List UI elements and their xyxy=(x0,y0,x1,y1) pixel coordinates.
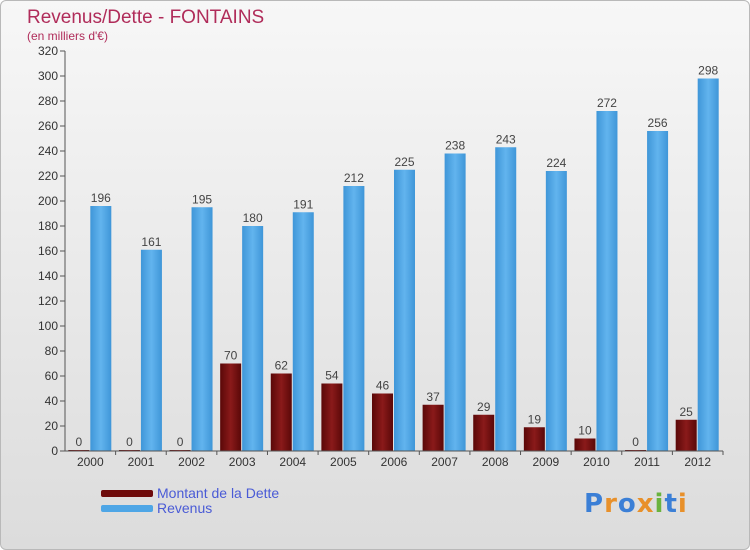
bar-revenus xyxy=(495,147,517,451)
x-tick-label: 2007 xyxy=(431,455,458,469)
y-tick-label: 60 xyxy=(45,369,59,383)
bar-dette xyxy=(473,414,495,451)
data-label-revenus: 180 xyxy=(243,211,263,225)
data-label-revenus: 212 xyxy=(344,171,364,185)
x-tick-label: 2001 xyxy=(128,455,155,469)
bar-revenus xyxy=(242,226,264,451)
data-label-dette: 0 xyxy=(177,435,184,449)
data-label-revenus: 191 xyxy=(293,197,313,211)
bar-revenus xyxy=(191,207,213,451)
x-tick-label: 2010 xyxy=(583,455,610,469)
data-label-revenus: 298 xyxy=(698,64,718,78)
x-tick-label: 2000 xyxy=(77,455,104,469)
data-label-dette: 37 xyxy=(426,390,440,404)
y-tick-label: 180 xyxy=(38,219,58,233)
y-tick-label: 140 xyxy=(38,269,58,283)
x-tick-label: 2012 xyxy=(684,455,711,469)
data-label-dette: 54 xyxy=(325,369,339,383)
bar-dette xyxy=(422,404,444,451)
chart-title: Revenus/Dette - FONTAINS xyxy=(27,7,265,28)
x-tick-label: 2005 xyxy=(330,455,357,469)
bar-dette xyxy=(321,383,343,451)
legend-label-revenus: Revenus xyxy=(157,500,213,516)
bar-revenus xyxy=(343,186,365,451)
data-label-revenus: 238 xyxy=(445,139,465,153)
bar-revenus xyxy=(90,206,112,451)
proxiti-logo: Proxiti xyxy=(584,489,688,519)
data-label-revenus: 256 xyxy=(648,116,668,130)
legend-label-dette: Montant de la Dette xyxy=(157,485,280,501)
y-tick-label: 240 xyxy=(38,144,58,158)
y-tick-label: 40 xyxy=(45,394,59,408)
bar-revenus xyxy=(697,78,719,451)
x-tick-label: 2009 xyxy=(532,455,559,469)
bar-revenus xyxy=(394,169,415,451)
bar-revenus xyxy=(444,153,466,451)
y-tick-label: 200 xyxy=(38,194,58,208)
data-label-dette: 0 xyxy=(632,435,639,449)
data-label-dette: 70 xyxy=(224,349,238,363)
x-tick-label: 2002 xyxy=(178,455,205,469)
y-tick-label: 260 xyxy=(38,119,58,133)
x-tick-label: 2006 xyxy=(381,455,408,469)
bar-revenus xyxy=(647,131,669,451)
y-tick-label: 160 xyxy=(38,244,58,258)
y-tick-label: 220 xyxy=(38,169,58,183)
bar-dette xyxy=(574,438,596,451)
chart-subtitle: (en milliers d'€) xyxy=(27,29,108,43)
bar-revenus xyxy=(545,171,567,451)
y-tick-label: 0 xyxy=(51,444,58,458)
data-label-dette: 62 xyxy=(275,359,289,373)
bar-dette xyxy=(675,419,697,451)
data-label-dette: 25 xyxy=(680,405,694,419)
y-tick-label: 120 xyxy=(38,294,58,308)
data-label-dette: 10 xyxy=(578,424,592,438)
bar-revenus xyxy=(292,212,314,451)
y-tick-label: 280 xyxy=(38,94,58,108)
data-label-revenus: 272 xyxy=(597,96,617,110)
legend-swatch-dette xyxy=(101,490,153,497)
bar-revenus xyxy=(596,111,618,451)
data-label-revenus: 243 xyxy=(496,132,516,146)
data-label-revenus: 196 xyxy=(91,191,111,205)
x-tick-label: 2011 xyxy=(634,455,660,469)
y-tick-label: 320 xyxy=(38,44,58,58)
data-label-dette: 19 xyxy=(528,412,542,426)
y-tick-label: 300 xyxy=(38,69,58,83)
bar-dette xyxy=(220,363,242,451)
y-tick-label: 100 xyxy=(38,319,58,333)
data-label-revenus: 225 xyxy=(394,155,414,169)
x-tick-label: 2008 xyxy=(482,455,509,469)
data-label-revenus: 161 xyxy=(141,235,161,249)
y-tick-label: 20 xyxy=(45,419,59,433)
bar-revenus xyxy=(140,249,162,451)
legend-swatch-revenus xyxy=(101,505,153,512)
bar-dette xyxy=(523,427,545,451)
data-label-revenus: 224 xyxy=(546,156,566,170)
bar-dette xyxy=(372,393,393,451)
x-tick-label: 2003 xyxy=(229,455,256,469)
data-label-revenus: 195 xyxy=(192,192,212,206)
data-label-dette: 0 xyxy=(75,435,82,449)
x-tick-label: 2004 xyxy=(279,455,306,469)
data-label-dette: 46 xyxy=(376,379,390,393)
data-label-dette: 0 xyxy=(126,435,133,449)
data-label-dette: 29 xyxy=(477,400,491,414)
bar-dette xyxy=(270,373,292,451)
y-tick-label: 80 xyxy=(45,344,59,358)
